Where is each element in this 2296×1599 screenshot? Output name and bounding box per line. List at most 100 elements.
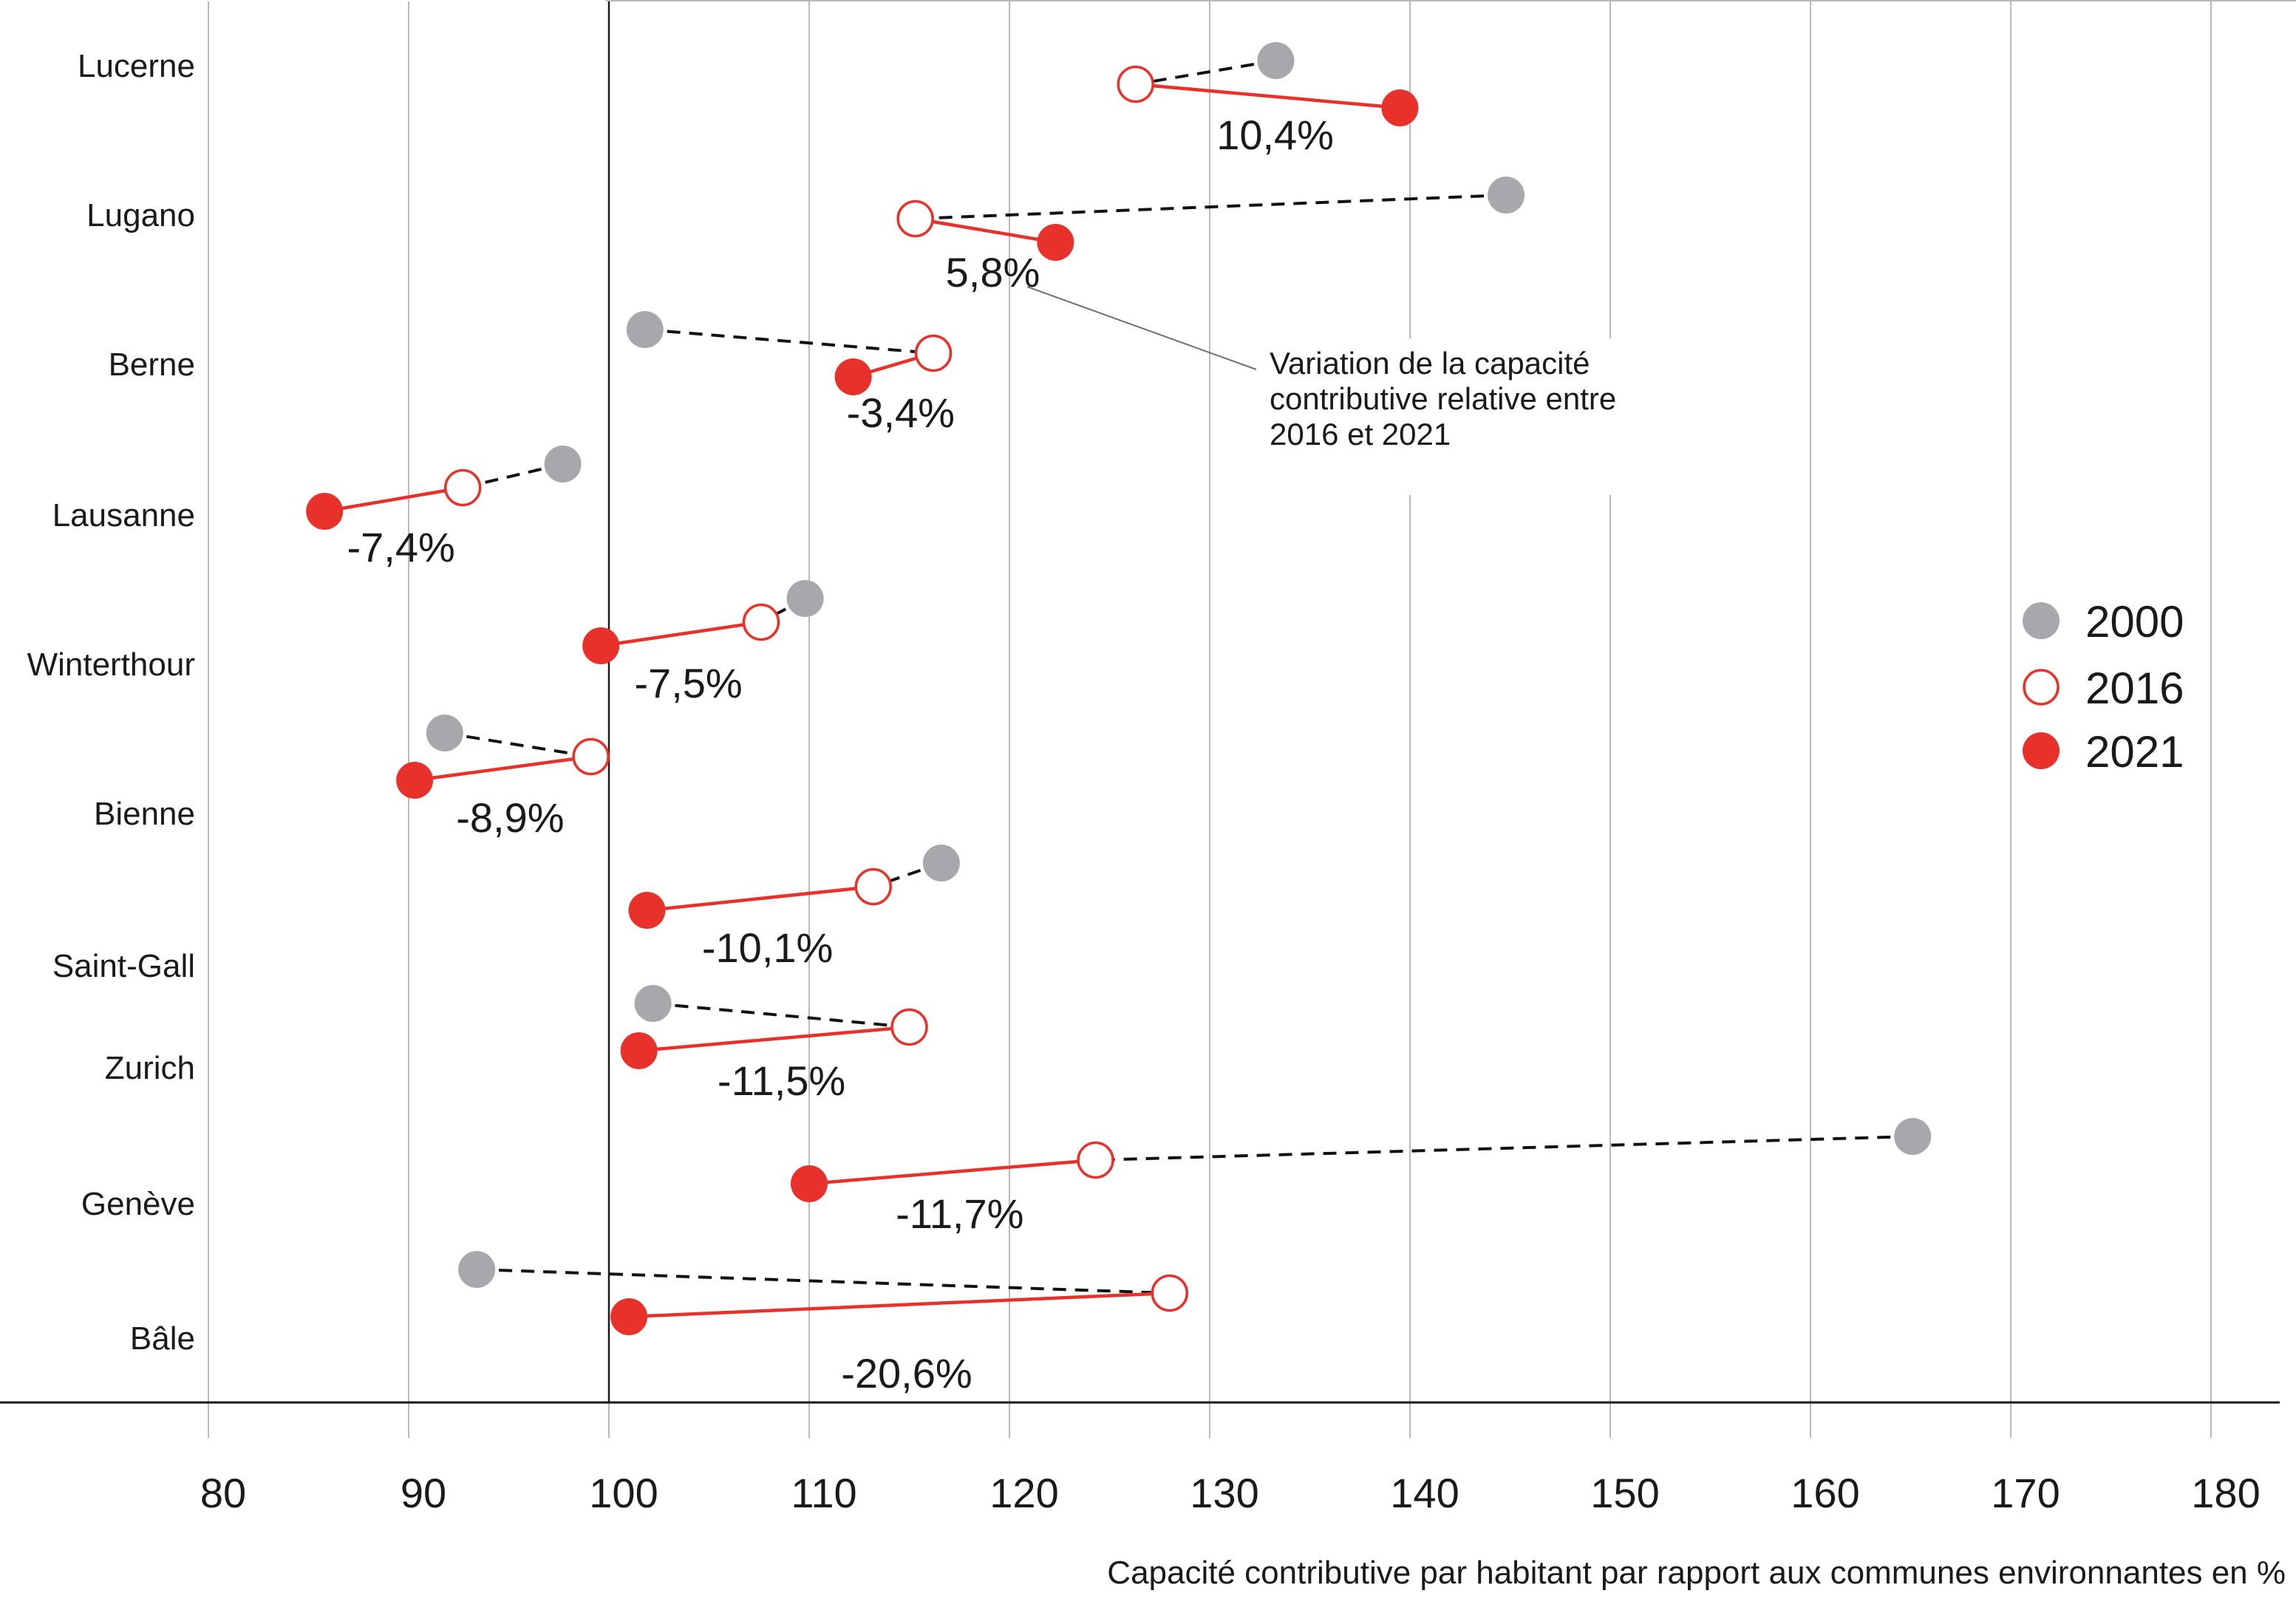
connector-2016-2021-saint-gall — [647, 884, 873, 913]
city-label-saint-gall: Saint-Gall — [52, 948, 195, 984]
connector-2016-2021-lugano — [915, 217, 1056, 245]
legend-label-2021: 2021 — [2085, 727, 2184, 777]
point-2016-berne — [914, 334, 953, 372]
connector-2000-2016-lucerne — [1135, 59, 1276, 86]
city-label-zurich: Zurich — [105, 1050, 195, 1086]
annotation: Variation de la capacité contributive re… — [1026, 286, 1685, 495]
point-2000-lausanne — [544, 446, 582, 483]
legend-marker-2000 — [2023, 602, 2060, 639]
x-tick-label-150: 150 — [1590, 1470, 1659, 1516]
x-tick-label-110: 110 — [791, 1470, 856, 1516]
change-label-lugano: 5,8% — [946, 249, 1040, 296]
city-labels: Lucerne Lugano Berne Lausanne Winterthour Bie… — [27, 48, 195, 1357]
city-label-lausanne: Lausanne — [52, 497, 195, 533]
change-label-bienne: -8,9% — [456, 794, 564, 841]
connector-2000-2016-lugano — [915, 194, 1507, 220]
point-2000-bienne — [426, 715, 463, 751]
point-2016-zurich — [890, 1008, 928, 1046]
point-2016-winterthour — [742, 603, 780, 641]
city-label-bienne: Bienne — [94, 796, 195, 832]
x-tick-label-100: 100 — [589, 1470, 658, 1516]
connector-2016-2021-zurich — [638, 1025, 910, 1053]
point-2000-zurich — [634, 985, 672, 1022]
x-tick-label-130: 130 — [1190, 1470, 1258, 1516]
legend-marker-2021 — [2023, 732, 2060, 769]
point-2000-saint-gall — [922, 845, 960, 882]
point-2016-lausanne — [443, 468, 482, 507]
x-tick-label-80: 80 — [200, 1470, 246, 1516]
city-label-lugano: Lugano — [86, 197, 195, 233]
point-2021-winterthour — [582, 627, 620, 664]
annotation-line-2: contributive relative entre — [1270, 381, 1616, 416]
city-label-lucerne: Lucerne — [78, 48, 195, 84]
x-tick-label-170: 170 — [1991, 1470, 2060, 1516]
point-2016-lugano — [896, 200, 934, 238]
point-2021-zurich — [620, 1032, 658, 1069]
change-label-saint-gall: -10,1% — [702, 924, 833, 971]
connector-2016-2021-lausanne — [324, 485, 463, 514]
point-2021-lucerne — [1381, 89, 1419, 126]
x-tick-label-160: 160 — [1791, 1470, 1859, 1516]
point-2021-berne — [834, 358, 872, 395]
connector-2000-2016-geneve — [1095, 1135, 1913, 1162]
point-2016-lucerne — [1117, 65, 1154, 103]
point-2000-lugano — [1488, 177, 1525, 214]
point-2000-berne — [626, 311, 664, 348]
x-tick-label-140: 140 — [1390, 1470, 1459, 1516]
connector-2016-2021-winterthour — [600, 620, 762, 648]
legend-marker-2016 — [2023, 669, 2060, 706]
point-2000-geneve — [1894, 1118, 1932, 1155]
annotation-line-1: Variation de la capacité — [1270, 346, 1590, 381]
point-2021-bienne — [396, 762, 434, 799]
point-2000-lucerne — [1257, 42, 1295, 79]
connector-2000-2016-bale — [477, 1268, 1170, 1295]
change-label-berne: -3,4% — [847, 389, 955, 436]
point-2021-lausanne — [306, 493, 344, 530]
connector-2000-2016-bienne — [444, 732, 591, 758]
connector-2000-2016-berne — [644, 328, 934, 355]
connector-2016-2021-bienne — [414, 754, 591, 783]
connector-2016-2021-lucerne — [1135, 82, 1400, 110]
gridlines — [208, 1, 2212, 1438]
legend-label-2016: 2016 — [2085, 664, 2184, 713]
point-2021-saint-gall — [628, 892, 666, 929]
point-2016-bale — [1151, 1274, 1189, 1312]
city-label-winterthour: Winterthour — [27, 647, 195, 683]
connector-2016-2021-bale — [629, 1291, 1170, 1319]
annotation-line-3: 2016 et 2021 — [1270, 417, 1451, 451]
data-points — [306, 42, 1932, 1335]
change-label-lucerne: 10,4% — [1216, 112, 1334, 158]
city-label-berne: Berne — [109, 347, 195, 383]
change-labels: 10,4% 5,8% -3,4% -7,4% -7,5% -8,9% -10,1% -11,5… — [347, 112, 1334, 1397]
city-label-geneve: Genève — [81, 1186, 195, 1222]
x-tick-label-180: 180 — [2191, 1470, 2260, 1516]
point-2016-geneve — [1077, 1141, 1114, 1179]
change-label-geneve: -11,7% — [896, 1190, 1023, 1237]
point-2016-bienne — [572, 737, 610, 776]
legend: 2000 2016 2021 — [2023, 597, 2184, 777]
x-tick-labels: 80 90 100 110 120 130 140 150 160 170 180 — [200, 1470, 2261, 1516]
annotation-background — [1256, 338, 1685, 495]
connectors — [324, 59, 1913, 1319]
point-2021-bale — [610, 1298, 648, 1335]
x-tick-label-90: 90 — [401, 1470, 446, 1516]
point-2000-winterthour — [786, 580, 824, 617]
change-label-winterthour: -7,5% — [634, 660, 742, 706]
x-axis-title: Capacité contributive par habitant par r… — [1107, 1555, 2286, 1591]
change-label-zurich: -11,5% — [718, 1057, 845, 1104]
x-tick-label-120: 120 — [989, 1470, 1058, 1516]
city-label-bale: Bâle — [130, 1320, 195, 1357]
connector-2000-2016-zurich — [653, 1002, 910, 1029]
annotation-leader-line — [1026, 286, 1257, 370]
connector-2016-2021-geneve — [808, 1158, 1096, 1186]
change-label-lausanne: -7,4% — [347, 524, 455, 570]
legend-label-2000: 2000 — [2085, 597, 2184, 647]
point-2021-lugano — [1037, 224, 1074, 261]
point-2000-bale — [458, 1251, 496, 1288]
connector-2000-2016-lausanne — [462, 463, 564, 489]
point-2016-saint-gall — [854, 867, 892, 906]
point-2021-geneve — [791, 1165, 828, 1202]
change-label-bale: -20,6% — [841, 1350, 972, 1397]
annotation-text: Variation de la capacité contributive re… — [1270, 346, 1625, 451]
